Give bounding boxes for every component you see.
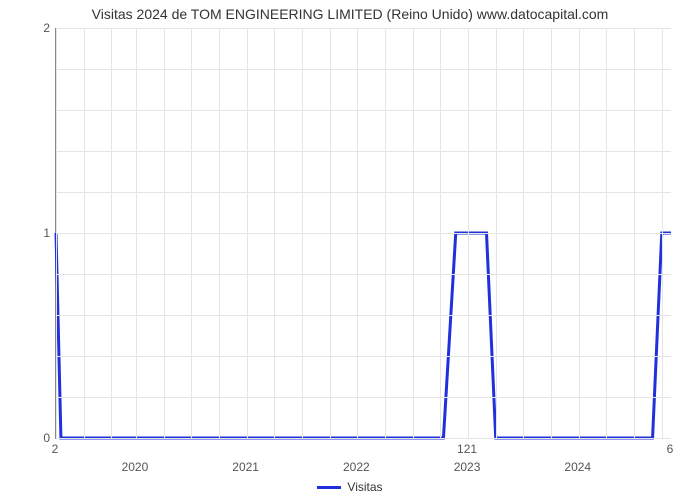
x-tick-label: 2021	[232, 460, 259, 474]
legend-label: Visitas	[347, 480, 382, 494]
gridline-v	[330, 28, 331, 438]
gridline-v	[496, 28, 497, 438]
gridline-v	[84, 28, 85, 438]
gridline-v	[523, 28, 524, 438]
x-value-label: 6	[667, 442, 674, 456]
x-value-label: 2	[52, 442, 59, 456]
gridline-v	[385, 28, 386, 438]
x-tick-label: 2020	[122, 460, 149, 474]
gridline-v	[247, 28, 248, 438]
gridline-v	[579, 28, 580, 438]
x-tick-label: 2023	[454, 460, 481, 474]
y-tick-label: 2	[30, 21, 50, 35]
gridline-v	[606, 28, 607, 438]
gridline-v	[274, 28, 275, 438]
y-tick-label: 1	[30, 226, 50, 240]
x-tick-label: 2022	[343, 460, 370, 474]
plot-area	[55, 28, 671, 439]
gridline-v	[551, 28, 552, 438]
gridline-v	[302, 28, 303, 438]
gridline-v	[136, 28, 137, 438]
chart-title: Visitas 2024 de TOM ENGINEERING LIMITED …	[0, 6, 700, 22]
gridline-v	[219, 28, 220, 438]
gridline-v	[468, 28, 469, 438]
gridline-v	[164, 28, 165, 438]
gridline-v	[56, 28, 57, 438]
gridline-v	[191, 28, 192, 438]
gridline-v	[413, 28, 414, 438]
legend: Visitas	[0, 480, 700, 494]
gridline-v	[111, 28, 112, 438]
legend-swatch	[317, 486, 341, 489]
x-value-label: 121	[457, 442, 477, 456]
gridline-h	[56, 438, 671, 439]
gridline-v	[634, 28, 635, 438]
gridline-v	[357, 28, 358, 438]
y-tick-label: 0	[30, 431, 50, 445]
chart-container: Visitas 2024 de TOM ENGINEERING LIMITED …	[0, 0, 700, 500]
x-tick-label: 2024	[564, 460, 591, 474]
gridline-v	[662, 28, 663, 438]
gridline-v	[440, 28, 441, 438]
